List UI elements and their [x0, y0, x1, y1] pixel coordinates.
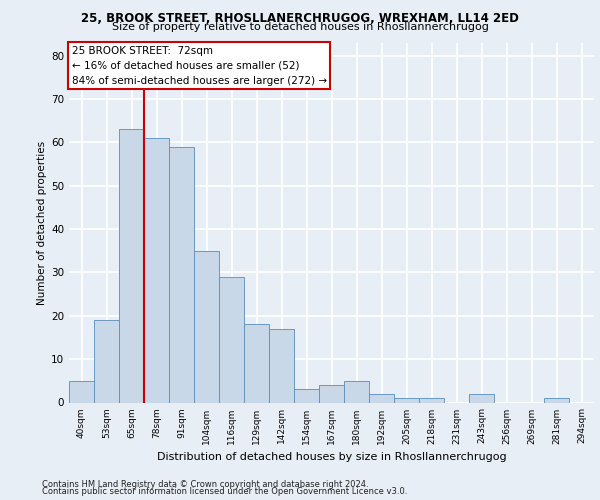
Text: 25, BROOK STREET, RHOSLLANERCHRUGOG, WREXHAM, LL14 2ED: 25, BROOK STREET, RHOSLLANERCHRUGOG, WRE…: [81, 12, 519, 26]
Bar: [269, 329, 294, 402]
Bar: [469, 394, 494, 402]
Bar: [69, 381, 94, 402]
Bar: [119, 129, 144, 402]
Bar: [294, 390, 319, 402]
Bar: [369, 394, 394, 402]
Bar: [344, 381, 369, 402]
Bar: [94, 320, 119, 402]
Text: 25 BROOK STREET:  72sqm
← 16% of detached houses are smaller (52)
84% of semi-de: 25 BROOK STREET: 72sqm ← 16% of detached…: [71, 46, 327, 86]
Y-axis label: Number of detached properties: Number of detached properties: [37, 140, 47, 304]
Text: Contains HM Land Registry data © Crown copyright and database right 2024.: Contains HM Land Registry data © Crown c…: [42, 480, 368, 489]
Bar: [219, 276, 244, 402]
X-axis label: Distribution of detached houses by size in Rhosllannerchrugog: Distribution of detached houses by size …: [157, 452, 506, 462]
Bar: [144, 138, 169, 402]
Bar: [419, 398, 444, 402]
Bar: [394, 398, 419, 402]
Text: Size of property relative to detached houses in Rhosllannerchrugog: Size of property relative to detached ho…: [112, 22, 488, 32]
Bar: [169, 146, 194, 402]
Bar: [544, 398, 569, 402]
Bar: [194, 250, 219, 402]
Bar: [244, 324, 269, 402]
Bar: [319, 385, 344, 402]
Text: Contains public sector information licensed under the Open Government Licence v3: Contains public sector information licen…: [42, 487, 407, 496]
